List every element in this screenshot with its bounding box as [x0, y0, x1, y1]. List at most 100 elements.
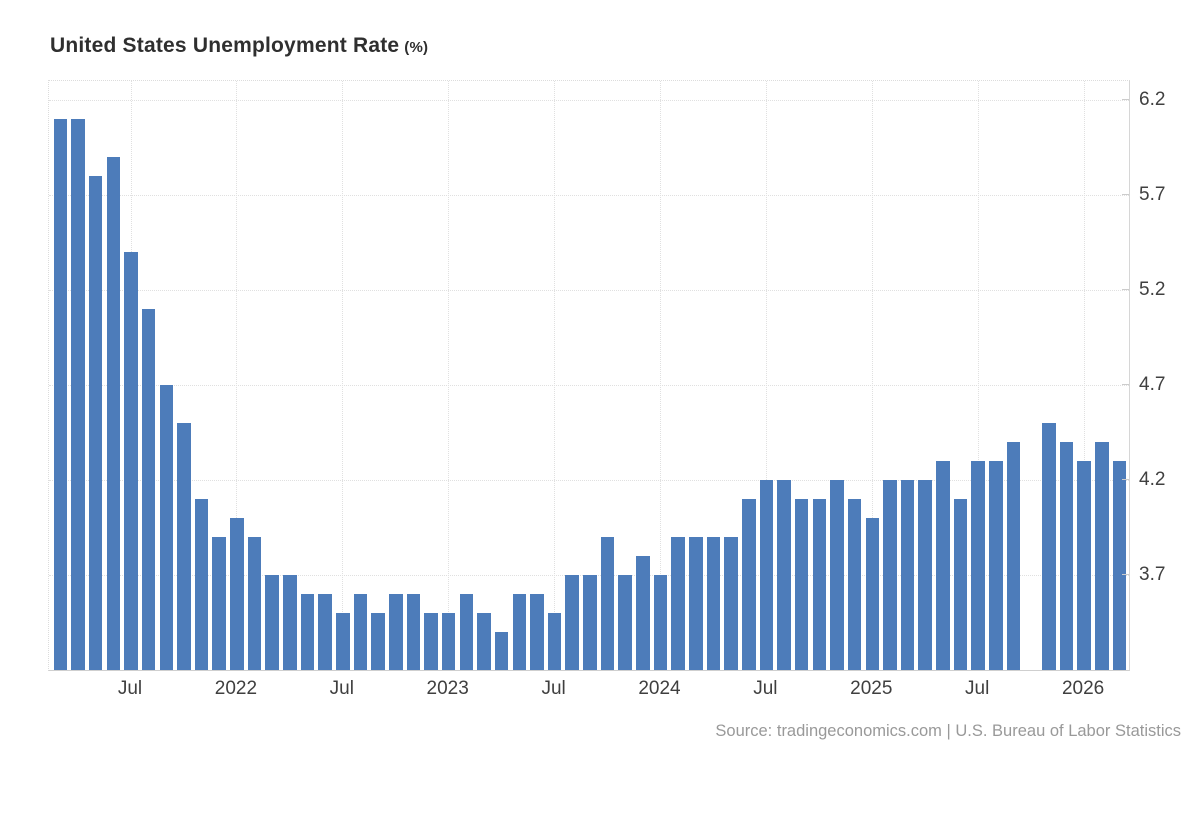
x-axis-label-Jul-4: Jul — [541, 678, 566, 699]
bar-2024-08[interactable] — [777, 480, 791, 670]
y-axis-tick-4.2 — [1122, 478, 1129, 480]
bar-2022-10[interactable] — [388, 594, 403, 670]
x-gridline-2026-9 — [1083, 81, 1085, 670]
bar-2023-02[interactable] — [459, 594, 474, 670]
bar-2025-02[interactable] — [883, 480, 897, 670]
bar-2024-11[interactable] — [830, 480, 844, 670]
bar-2025-01[interactable] — [865, 518, 880, 670]
y-axis-label-4.2: 4.2 — [1139, 468, 1166, 490]
bar-2025-03[interactable] — [900, 480, 915, 670]
bar-2024-01[interactable] — [653, 575, 668, 670]
bar-2024-10[interactable] — [812, 499, 827, 670]
x-gridline-Jul-4 — [554, 81, 556, 670]
bar-2026-03[interactable] — [1112, 461, 1127, 670]
bar-2023-07[interactable] — [547, 613, 562, 670]
bar-2023-03[interactable] — [477, 613, 491, 670]
x-gridline-Jul-8 — [977, 81, 979, 670]
bar-2022-03[interactable] — [265, 575, 279, 670]
y-axis-tick-5.7 — [1122, 193, 1129, 195]
bar-2021-05[interactable] — [88, 176, 103, 670]
bar-2025-09[interactable] — [1006, 442, 1021, 670]
bar-2023-01[interactable] — [441, 613, 456, 670]
y-gridline-6.2 — [49, 99, 1129, 101]
bar-2023-09[interactable] — [583, 575, 597, 670]
bar-2021-12[interactable] — [212, 537, 227, 670]
x-axis-label-Jul-0: Jul — [117, 678, 143, 699]
bar-2025-04[interactable] — [918, 480, 933, 670]
bar-2024-04[interactable] — [706, 537, 721, 670]
bar-2021-07[interactable] — [124, 252, 138, 670]
chart-plot-area[interactable] — [48, 80, 1130, 671]
bar-2022-05[interactable] — [300, 594, 315, 670]
x-axis-label-2026-9: 2026 — [1061, 678, 1105, 699]
x-gridline-2023-3 — [448, 81, 450, 670]
bar-2022-01[interactable] — [230, 518, 244, 670]
bar-2025-12[interactable] — [1059, 442, 1074, 670]
y-axis-tick-5.2 — [1122, 288, 1129, 290]
bar-2022-08[interactable] — [353, 594, 368, 670]
bar-2021-11[interactable] — [194, 499, 209, 670]
bar-2021-10[interactable] — [177, 423, 191, 670]
bar-2025-08[interactable] — [989, 461, 1003, 670]
bar-2024-07[interactable] — [759, 480, 774, 670]
bar-2024-02[interactable] — [671, 537, 685, 670]
bar-2024-05[interactable] — [724, 537, 738, 670]
bar-2025-06[interactable] — [953, 499, 968, 670]
bar-2022-09[interactable] — [371, 613, 385, 670]
bar-2026-01[interactable] — [1077, 461, 1091, 670]
bar-2025-11[interactable] — [1042, 423, 1056, 670]
bar-2024-12[interactable] — [847, 499, 862, 670]
y-axis-label-4.7: 4.7 — [1139, 373, 1166, 395]
y-axis-tick-6.2 — [1122, 98, 1129, 100]
bar-2023-05[interactable] — [512, 594, 527, 670]
bar-2022-06[interactable] — [318, 594, 332, 670]
y-axis-label-3.7: 3.7 — [1139, 563, 1166, 585]
bar-2023-12[interactable] — [636, 556, 650, 670]
page-title: United States Unemployment Rate (%) — [50, 34, 428, 58]
y-axis-label-5.2: 5.2 — [1139, 278, 1166, 300]
bar-2023-10[interactable] — [600, 537, 615, 670]
bar-2023-08[interactable] — [565, 575, 580, 670]
bar-2024-09[interactable] — [794, 499, 809, 670]
bar-2024-03[interactable] — [689, 537, 703, 670]
bar-2023-04[interactable] — [494, 632, 509, 670]
x-gridline-2024-5 — [660, 81, 661, 670]
bar-2021-09[interactable] — [159, 385, 174, 670]
bar-2022-07[interactable] — [336, 613, 350, 670]
bar-2024-06[interactable] — [741, 499, 756, 670]
bar-2022-11[interactable] — [406, 594, 421, 670]
source-credit: Source: tradingeconomics.com | U.S. Bure… — [715, 722, 1181, 740]
bar-2026-02[interactable] — [1094, 442, 1109, 670]
x-gridline-2025-7 — [871, 81, 873, 670]
y-gridline-4.7 — [49, 384, 1129, 386]
title-text: United States Unemployment Rate — [50, 34, 400, 57]
y-axis-tick-4.7 — [1122, 383, 1129, 385]
bar-2022-02[interactable] — [247, 537, 262, 670]
bar-2022-04[interactable] — [283, 575, 297, 670]
bar-2021-06[interactable] — [106, 157, 121, 670]
x-gridline-Jul-6 — [765, 81, 767, 670]
y-gridline-5.2 — [49, 289, 1129, 291]
x-gridline-2022-1 — [236, 81, 238, 670]
x-axis-label-Jul-8: Jul — [965, 678, 990, 699]
x-axis-label-2022-1: 2022 — [214, 678, 258, 699]
y-axis-label-5.7: 5.7 — [1139, 183, 1166, 205]
bar-2025-07[interactable] — [971, 461, 985, 670]
x-axis-label-2023-3: 2023 — [426, 678, 469, 699]
x-axis-label-2025-7: 2025 — [850, 678, 893, 699]
bar-2023-06[interactable] — [530, 594, 544, 670]
y-axis-label-6.2: 6.2 — [1139, 88, 1166, 110]
y-gridline-4.2 — [49, 479, 1129, 481]
y-axis-tick-3.7 — [1122, 573, 1129, 575]
bar-2025-05[interactable] — [936, 461, 950, 670]
bar-2021-03[interactable] — [53, 119, 68, 670]
x-axis-label-2024-5: 2024 — [638, 678, 681, 699]
x-axis-label-Jul-6: Jul — [753, 678, 778, 699]
bar-2023-11[interactable] — [618, 575, 632, 670]
bar-2021-08[interactable] — [141, 309, 156, 670]
x-gridline-Jul-2 — [342, 81, 344, 670]
y-gridline-5.7 — [49, 194, 1129, 196]
bar-2021-04[interactable] — [71, 119, 85, 670]
bar-2022-12[interactable] — [424, 613, 438, 670]
